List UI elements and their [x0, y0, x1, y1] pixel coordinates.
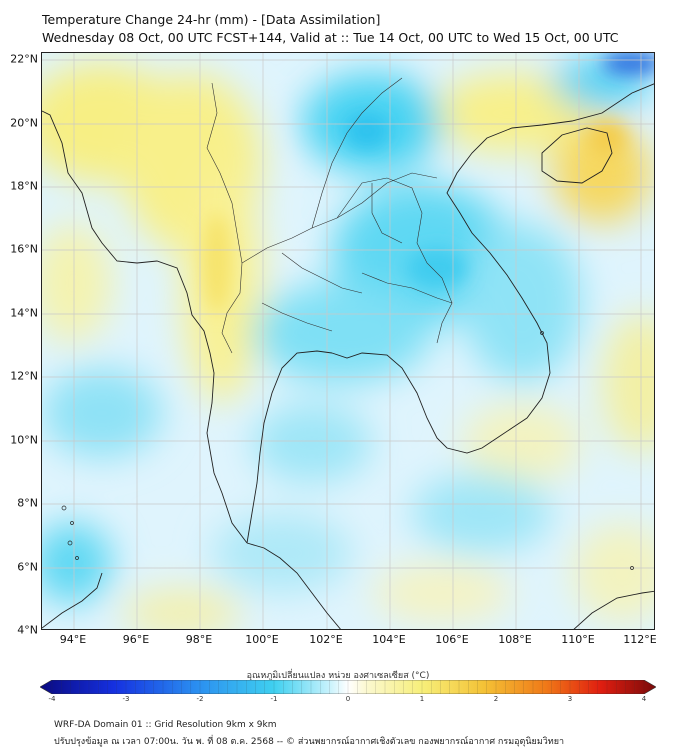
map-subtitle: Wednesday 08 Oct, 00 UTC FCST+144, Valid… — [42, 30, 619, 45]
map-title: Temperature Change 24-hr (mm) - [Data As… — [42, 12, 381, 27]
lat-label: 8°N — [17, 496, 38, 510]
colorbar-tick-label: 2 — [493, 695, 499, 703]
lon-label: 98°E — [185, 633, 213, 646]
lon-label: 100°E — [245, 633, 279, 646]
map-panel — [41, 52, 655, 630]
lon-label: 108°E — [498, 633, 532, 646]
colorbar-tick-label: 1 — [419, 695, 425, 703]
lat-label: 4°N — [17, 623, 38, 637]
colorbar-tick-label: -2 — [196, 695, 204, 703]
colorbar-label: อุณหภูมิเปลี่ยนแปลง หน่วย องศาเซลเซียส (… — [246, 671, 430, 681]
lat-label: 6°N — [17, 560, 38, 574]
colorbar-tick-label: -4 — [48, 695, 56, 703]
footer-credit: ปรับปรุงข้อมูล ณ เวลา 07:00น. วัน พ. ที่… — [54, 737, 565, 747]
colorbar-tick-label: -1 — [270, 695, 278, 703]
country-borders — [206, 77, 453, 354]
lon-label: 96°E — [122, 633, 150, 646]
colorbar-tick-label: -3 — [122, 695, 130, 703]
lat-label: 12°N — [10, 369, 38, 383]
lon-label: 112°E — [623, 633, 657, 646]
lon-label: 110°E — [561, 633, 595, 646]
coastlines — [42, 83, 654, 629]
lon-label: 104°E — [372, 633, 406, 646]
colorbar — [39, 679, 657, 695]
temperature-change-map — [42, 53, 654, 629]
lat-label: 10°N — [10, 433, 38, 447]
lat-label: 14°N — [10, 306, 38, 320]
lon-label: 106°E — [435, 633, 469, 646]
colorbar-tick-label: 0 — [345, 695, 351, 703]
colorbar-tick-label: 3 — [567, 695, 573, 703]
graticule — [42, 53, 654, 629]
lat-label: 18°N — [10, 179, 38, 193]
lat-label: 22°N — [10, 52, 38, 66]
lat-label: 16°N — [10, 242, 38, 256]
footer-model-info: WRF-DA Domain 01 :: Grid Resolution 9km … — [54, 720, 277, 730]
lon-label: 94°E — [59, 633, 87, 646]
lat-label: 20°N — [10, 116, 38, 130]
colorbar-graphic — [39, 679, 657, 695]
anomaly-detail — [203, 53, 654, 313]
lon-label: 102°E — [309, 633, 343, 646]
colorbar-tick-label: 4 — [641, 695, 647, 703]
islands — [61, 331, 634, 570]
